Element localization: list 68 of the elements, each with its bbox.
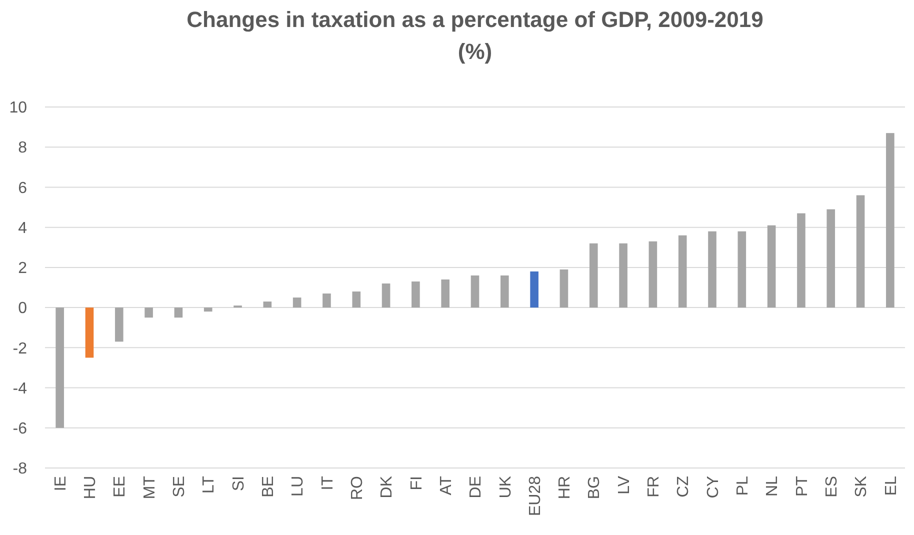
bar [856, 195, 865, 308]
bar [56, 308, 64, 428]
bar [85, 308, 94, 358]
x-tick-label: EU28 [526, 476, 544, 516]
bar [619, 243, 628, 308]
x-tick-label: UK [497, 476, 514, 498]
x-tick-label: BG [586, 476, 604, 500]
bar [412, 281, 420, 308]
x-tick-label: DK [378, 476, 396, 498]
x-tick-label: CY [704, 476, 722, 498]
x-tick-label: FI [408, 476, 426, 490]
x-tick-label: FR [646, 476, 663, 498]
x-tick-label: IE [52, 476, 70, 492]
x-tick-label: EL [882, 476, 900, 496]
bar [500, 275, 509, 308]
bar [767, 225, 776, 308]
x-tick-label: PT [794, 476, 811, 496]
bar [560, 269, 568, 308]
x-tick-label: HU [82, 476, 100, 500]
y-tick-label: 0 [18, 300, 28, 318]
bar [174, 308, 183, 318]
x-tick-label: SE [171, 476, 188, 498]
x-tick-label: PL [734, 476, 752, 496]
x-tick-label: RO [348, 476, 366, 500]
x-tick-label: MT [141, 476, 158, 500]
x-tick-label: NL [764, 476, 782, 496]
x-tick-label: IT [319, 476, 336, 490]
bar [589, 243, 598, 308]
x-tick-label: BE [260, 476, 278, 498]
bar [322, 294, 331, 308]
y-tick-label: -2 [12, 340, 28, 358]
bar [797, 213, 806, 308]
bar [441, 279, 450, 308]
bar [382, 283, 390, 308]
bar [886, 133, 894, 308]
x-tick-label: AT [438, 476, 455, 496]
x-tick-label: LV [616, 476, 633, 494]
bar [470, 275, 480, 308]
y-tick-label: 4 [18, 220, 28, 237]
x-tick-label: HR [556, 476, 574, 500]
y-tick-label: 2 [18, 260, 28, 278]
bar [263, 302, 272, 308]
bar [530, 271, 538, 308]
bar [708, 231, 716, 308]
bar [114, 308, 124, 342]
y-tick-label: -4 [12, 380, 28, 398]
y-tick-label: -8 [12, 460, 28, 478]
bar [826, 209, 836, 308]
x-tick-label: SI [230, 476, 248, 492]
bar [648, 241, 658, 308]
bar [292, 298, 302, 308]
bar [738, 231, 746, 308]
y-tick-label: 8 [18, 140, 28, 157]
bar [678, 235, 687, 308]
x-tick-label: LT [200, 476, 218, 494]
bar [144, 308, 153, 318]
chart-title: Changes in taxation as a percentage of GDP, 2009-2019 (%) [186, 7, 764, 64]
x-tick-label: ES [823, 476, 840, 498]
bar [352, 292, 361, 308]
x-tick-label: SK [853, 476, 870, 498]
y-tick-label: 10 [9, 100, 28, 117]
x-tick-label: EE [112, 476, 129, 498]
bar [204, 308, 212, 312]
x-tick-label: LU [290, 476, 307, 496]
y-tick-label: 6 [18, 180, 28, 197]
y-tick-label: -6 [12, 420, 28, 438]
x-tick-label: CZ [675, 476, 692, 498]
x-tick-label: DE [468, 476, 485, 498]
